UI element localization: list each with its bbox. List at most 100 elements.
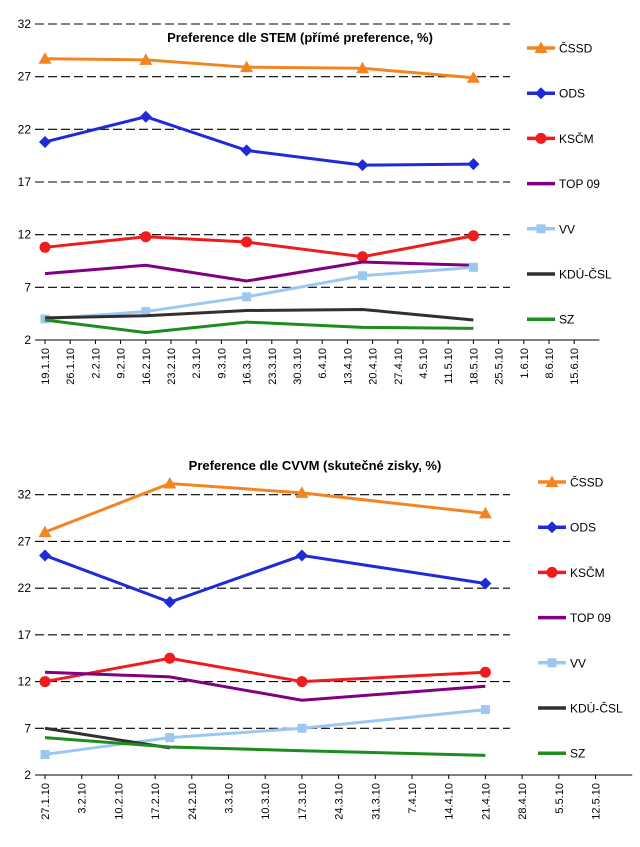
chart-stem-legend-label-cssd: ČSSD [559,41,593,56]
chart-cvvm-legend-label-kscm: KSČM [570,565,605,580]
chart-stem-x-tick-label: 9.3.10 [216,348,228,379]
chart-stem-legend-label-vv: VV [559,222,575,236]
chart-cvvm-series-line-vv [44,708,486,756]
chart-stem-legend-marker-vv [536,224,546,234]
chart-cvvm-x-tick-label: 17.3.10 [297,783,309,820]
chart-cvvm-x-tick-label: 21.4.10 [480,783,492,820]
chart-stem-x-tick-label: 27.4.10 [393,348,405,385]
chart-cvvm-x-tick-label: 5.5.10 [554,783,566,814]
chart-stem-gridlines [35,23,510,288]
chart-stem-x-tick-label: 2.2.10 [90,348,102,379]
chart-stem-point-kscm [357,251,369,263]
chart-cvvm-point-cssd [478,506,492,519]
chart-cvvm-x-tick-label: 3.2.10 [77,783,89,814]
chart-cvvm-legend-marker-ods [546,521,558,534]
chart-cvvm-point-cssd [38,525,52,538]
chart-stem-legend-label-ods: ODS [559,87,585,101]
chart-stem-legend-marker-kscm [535,132,547,144]
chart-stem-x-tick-label: 16.2.10 [141,348,153,385]
chart-stem-legend: ČSSD ODS KSČM TOP 09 VV KDÚ-ČSL SZ [527,41,612,327]
chart-cvvm-legend-marker-cssd [545,475,559,487]
chart-stem-x-tick-label: 11.5.10 [443,348,455,384]
chart-stem-point-vv [242,292,252,302]
chart-stem-series-line-kscm [44,234,474,259]
chart-stem-legend-marker-cssd [534,41,548,53]
chart-cvvm-legend-label-vv: VV [570,656,586,670]
chart-stem-x-tick-label: 23.3.10 [267,348,279,385]
chart-cvvm-point-ods [295,549,308,562]
chart-stem-y-tick-label: 2 [24,333,31,347]
chart-cvvm-point-vv [297,723,307,733]
chart-stem-x-tick-label: 23.2.10 [166,348,178,385]
chart-cvvm-x-tick-label: 3.3.10 [224,783,236,814]
chart-stem-x-tick-label: 25.5.10 [494,348,506,385]
chart-cvvm-x-tick-label: 28.4.10 [517,783,529,820]
chart-cvvm-point-kscm [39,676,51,688]
chart-cvvm-point-cssd [295,486,309,498]
chart-stem-point-ods [356,159,369,172]
chart-stem-point-cssd [38,52,52,64]
chart-stem-legend-label-kscm: KSČM [559,131,594,146]
chart-cvvm-series [38,477,492,759]
chart-cvvm-legend-label-sz: SZ [570,747,585,761]
chart-cvvm-series-line-cssd [44,481,486,534]
chart-stem-point-kscm [241,236,253,248]
chart-stem-point-cssd [240,60,254,73]
chart-stem-series-line-sz [44,318,474,335]
chart-stem-x-tick-label: 30.3.10 [292,348,304,385]
chart-cvvm-point-ods [163,596,176,609]
chart-stem-x-tick-label: 15.6.10 [569,348,581,385]
chart-stem-x-tick-label: 26.1.10 [65,348,77,385]
chart-cvvm-legend-marker-vv [547,658,557,668]
chart-cvvm-y-tick-label: 22 [18,581,32,595]
chart-stem-x-tick-label: 16.3.10 [242,348,254,385]
chart-stem-legend-label-kdu-csl: KDÚ-ČSL [559,267,612,282]
chart-stem-series [38,52,480,335]
chart-cvvm-point-kscm [164,652,176,664]
chart-cvvm-point-ods [39,549,51,562]
chart-cvvm-x-tick-label: 10.3.10 [260,783,272,820]
chart-stem-x-tick-label: 20.4.10 [368,348,380,385]
chart-cvvm-series-line-sz [44,736,486,757]
chart-stem-legend-marker-ods [535,87,547,100]
chart-stem-series-line-top-09 [44,260,474,283]
chart-stem-point-kscm [140,231,152,243]
chart-stem-y-tick-label: 32 [18,17,32,31]
chart-cvvm-series-line-top-09 [44,670,486,702]
chart-cvvm-x-tick-label: 24.2.10 [187,783,199,820]
chart-stem-point-cssd [466,71,480,83]
chart-stem-point-cssd [356,61,370,74]
chart-cvvm-x-tick-label: 17.2.10 [150,783,162,820]
chart-stem-y-tick-label: 22 [18,122,32,136]
chart-stem-x-tick-label: 4.5.10 [418,348,430,379]
chart-cvvm-y-tick-label: 2 [24,768,31,782]
chart-stem-series-line-kdu-csl [44,307,474,322]
chart-stem-x-tick-label: 1.6.10 [519,348,531,379]
chart-stem-legend-label-sz: SZ [559,313,574,327]
chart-cvvm-series-line-kscm [44,656,486,684]
chart-cvvm-x-tick-label: 7.4.10 [407,783,419,814]
chart-cvvm-point-vv [480,705,490,715]
chart-cvvm-x-tick-label: 24.3.10 [334,783,346,820]
chart-stem-title: Preference dle STEM (přímé preference, %… [167,30,433,45]
chart-cvvm-legend-label-kdu-csl: KDÚ-ČSL [570,701,623,716]
chart-stem-series-line-ods [44,115,474,167]
chart-stem-x-tick-label: 2.3.10 [191,348,203,379]
chart-cvvm-legend: ČSSD ODS KSČM TOP 09 VV KDÚ-ČSL SZ [538,475,623,761]
chart-cvvm-point-cssd [163,477,177,489]
chart-cvvm-x-tick-label: 10.2.10 [113,783,125,820]
chart-cvvm-x-tick-label: 12.5.10 [591,783,603,820]
chart-cvvm-point-ods [479,577,492,590]
chart-stem-x-tick-label: 8.6.10 [544,348,556,379]
chart-stem-legend-label-top-09: TOP 09 [559,177,600,191]
chart-stem-point-cssd [139,53,153,65]
chart-cvvm-y-tick-label: 17 [18,628,32,642]
chart-cvvm-gridlines [35,494,510,729]
chart-cvvm-x-tick-label: 14.4.10 [444,783,456,820]
chart-stem-point-kscm [467,230,479,242]
chart-cvvm-series-line-ods [44,553,486,604]
chart-cvvm-y-tick-label: 32 [18,488,32,502]
